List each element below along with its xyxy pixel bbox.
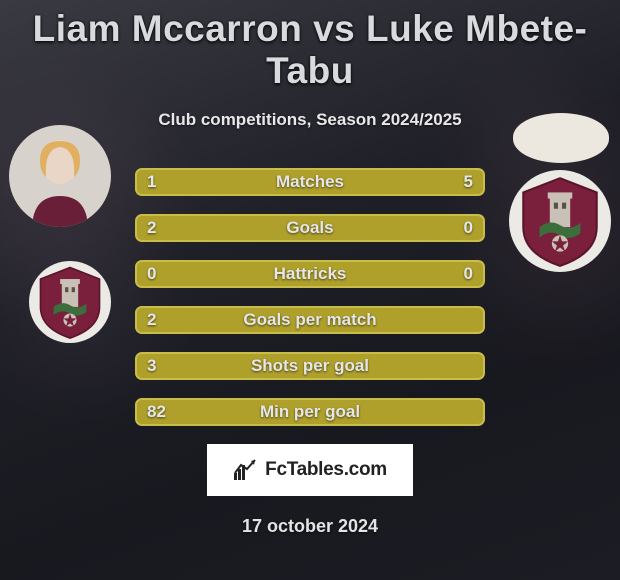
club-crest-left	[29, 261, 111, 343]
stat-label: Goals	[135, 214, 485, 242]
brand-text: FcTables.com	[265, 459, 387, 481]
page-title: Liam Mccarron vs Luke Mbete-Tabu	[0, 0, 620, 92]
stat-value-left: 3	[147, 352, 156, 380]
stat-row: Matches1 5	[135, 168, 485, 196]
club-crest-right	[509, 170, 611, 272]
stat-row: Shots per goal3	[135, 352, 485, 380]
player-photo-left	[9, 125, 111, 227]
stat-row: Hattricks0 0	[135, 260, 485, 288]
stat-value-left: 1	[147, 168, 156, 196]
stat-row: Min per goal82	[135, 398, 485, 426]
stat-value-left: 0	[147, 260, 156, 288]
crest-icon	[29, 261, 111, 343]
stat-label: Goals per match	[135, 306, 485, 334]
crest-icon	[509, 170, 611, 272]
stat-label: Hattricks	[135, 260, 485, 288]
brand-logo-icon	[233, 459, 259, 481]
stats-table: Matches15Goals20Hattricks00Goals per mat…	[135, 168, 485, 426]
stat-row: Goals2 0	[135, 214, 485, 242]
stat-row: Goals per match2	[135, 306, 485, 334]
stat-value-left: 2	[147, 306, 156, 334]
stat-value-left: 2	[147, 214, 156, 242]
comparison-card: Liam Mccarron vs Luke Mbete-Tabu Club co…	[0, 0, 620, 580]
player-photo-right	[513, 113, 609, 163]
date-label: 17 october 2024	[0, 516, 620, 537]
stat-label: Shots per goal	[135, 352, 485, 380]
stat-value-left: 82	[147, 398, 166, 426]
brand-badge: FcTables.com	[207, 444, 413, 496]
stat-value-right: 0	[464, 260, 473, 288]
stat-value-right: 0	[464, 214, 473, 242]
stat-label: Min per goal	[135, 398, 485, 426]
person-silhouette-icon	[24, 138, 96, 227]
stat-label: Matches	[135, 168, 485, 196]
stat-value-right: 5	[464, 168, 473, 196]
